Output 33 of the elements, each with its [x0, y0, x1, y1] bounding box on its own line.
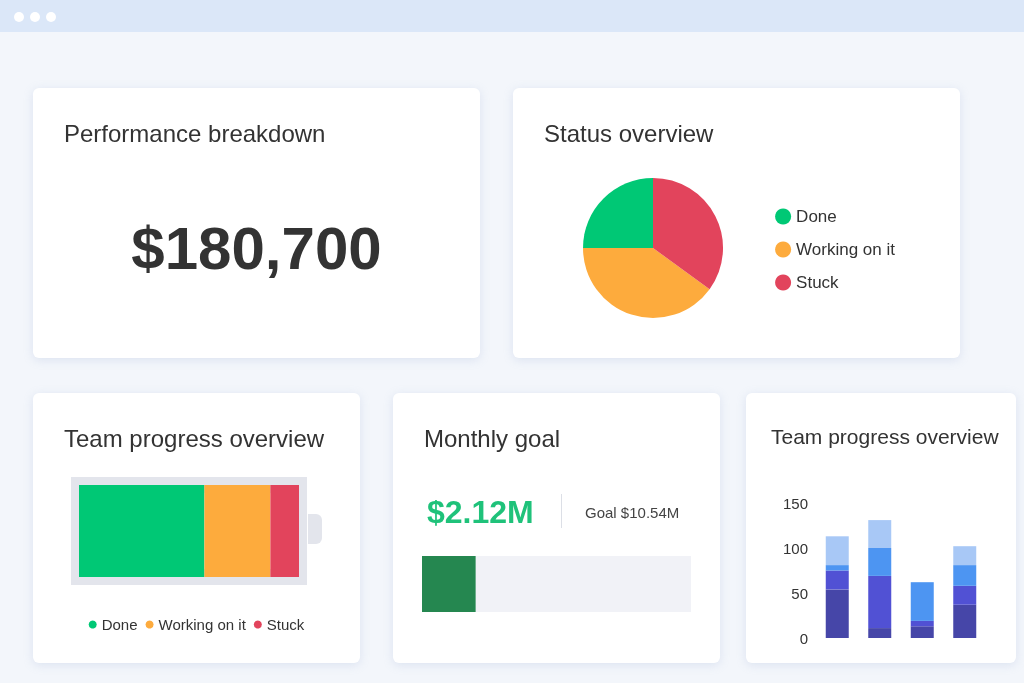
- y-tick-label: 100: [782, 539, 808, 557]
- chart-title: Team progress overview: [771, 425, 1000, 448]
- legend-label: Working on it: [158, 616, 247, 633]
- text: $2.12M: [427, 494, 534, 530]
- bar: [910, 620, 934, 627]
- text: Performance breakdown: [64, 119, 326, 147]
- chart-title: Status overview: [544, 119, 715, 147]
- bar: [825, 570, 849, 590]
- legend-label: Done: [796, 207, 837, 226]
- bar: [868, 548, 892, 576]
- bar: [953, 604, 977, 638]
- y-tick-label: 0: [799, 629, 808, 647]
- chart-title: Monthly goal: [424, 424, 561, 452]
- y-tick-label: 50: [791, 584, 808, 602]
- legend-label: Done: [101, 616, 138, 633]
- legend-label: Stuck: [266, 616, 305, 633]
- bar: [953, 585, 977, 605]
- bar: [910, 626, 934, 638]
- bar: [953, 565, 977, 586]
- y-tick-label: 150: [782, 494, 808, 512]
- bar: [825, 565, 849, 571]
- text: $180,700: [131, 214, 382, 282]
- bar: [953, 546, 977, 566]
- bar: [825, 536, 849, 566]
- bar: [868, 575, 892, 629]
- text: Goal $10.54M: [585, 504, 680, 521]
- bar: [910, 582, 934, 621]
- bar: [868, 628, 892, 638]
- chart-title: Team progress overview: [64, 424, 325, 452]
- legend-label: Stuck: [796, 273, 840, 292]
- bar: [825, 589, 849, 638]
- legend-label: Working on it: [796, 240, 896, 259]
- bar: [868, 520, 892, 548]
